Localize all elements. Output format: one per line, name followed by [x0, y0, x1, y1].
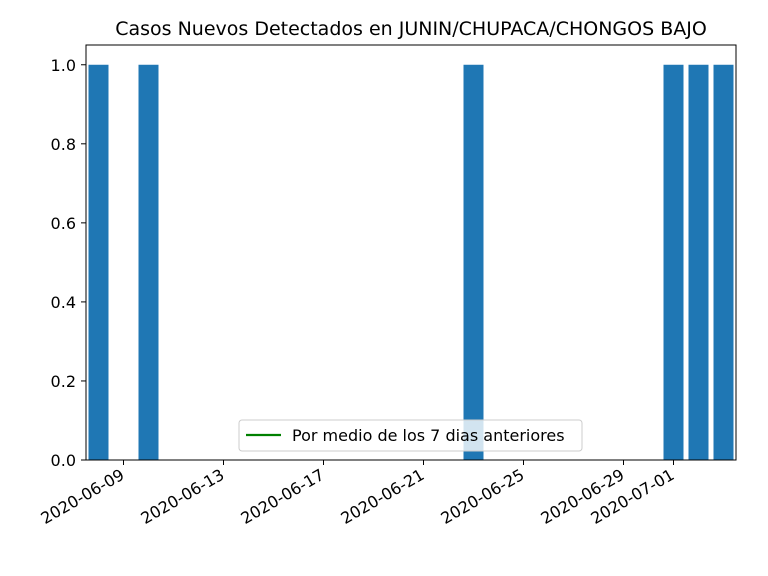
bar-series — [88, 64, 734, 460]
y-tick-label: 0.4 — [51, 293, 76, 312]
y-tick-label: 0.2 — [51, 372, 76, 391]
bar — [463, 64, 484, 460]
bar — [663, 64, 684, 460]
bar — [713, 64, 734, 460]
plot-area — [85, 44, 737, 461]
legend-label: Por medio de los 7 dias anteriores — [292, 426, 565, 445]
y-tick-label: 0.0 — [51, 451, 76, 470]
bar — [138, 64, 159, 460]
legend-box — [238, 419, 583, 452]
legend: Por medio de los 7 dias anteriores — [238, 419, 583, 452]
axes-frame — [85, 44, 737, 461]
y-axis: 0.0 0.2 0.4 0.6 0.8 1.0 — [51, 56, 86, 470]
chart-title: Casos Nuevos Detectados en JUNIN/CHUPACA… — [115, 18, 707, 40]
bar — [688, 64, 709, 460]
bar — [88, 64, 109, 460]
y-tick-label: 0.6 — [51, 214, 76, 233]
y-tick-label: 0.8 — [51, 135, 76, 154]
y-tick-label: 1.0 — [51, 56, 76, 75]
